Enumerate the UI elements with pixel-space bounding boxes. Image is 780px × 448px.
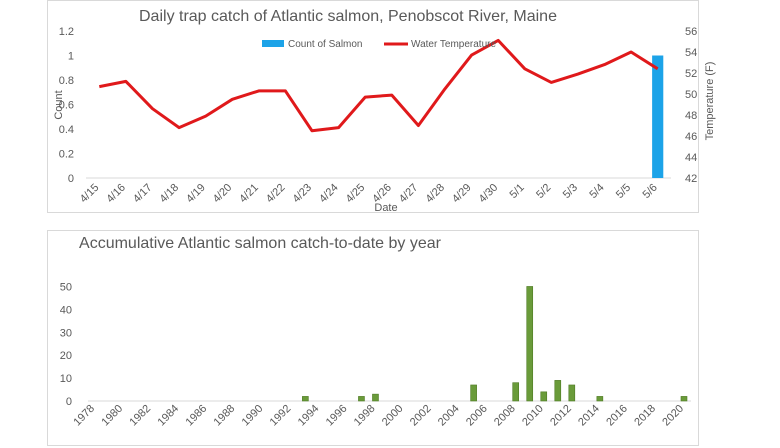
chart1-y2-tick-label: 56 bbox=[685, 26, 697, 38]
legend-swatch-count bbox=[262, 40, 284, 47]
chart2-x-tick-label: 1992 bbox=[268, 403, 294, 429]
chart2-x-tick-label: 2008 bbox=[492, 403, 518, 429]
chart1-y2-tick-label: 48 bbox=[685, 110, 697, 122]
chart1-x-axis-label: Date bbox=[374, 202, 397, 214]
chart1-x-tick-label: 4/18 bbox=[158, 182, 182, 206]
year-bar bbox=[540, 391, 548, 402]
chart1-x-tick-label: 4/23 bbox=[291, 182, 315, 206]
chart2-x-tick-label: 2000 bbox=[380, 403, 406, 429]
annual-catch-chart-panel: Accumulative Atlantic salmon catch-to-da… bbox=[47, 230, 699, 446]
chart2-x-tick-label: 2012 bbox=[548, 403, 574, 429]
chart1-x-tick-label: 4/19 bbox=[184, 182, 208, 206]
chart1-x-tick-label: 5/1 bbox=[508, 182, 527, 201]
chart2-x-tick-label: 2020 bbox=[660, 403, 686, 429]
year-bar bbox=[568, 384, 576, 402]
chart1-y2-tick-label: 42 bbox=[685, 173, 697, 185]
chart1-x-tick-label: 5/2 bbox=[534, 182, 553, 201]
chart1-y-tick-label: 0.4 bbox=[59, 124, 74, 136]
chart1-x-tick-label: 4/30 bbox=[477, 182, 501, 206]
legend-temperature-label: Water Temperature bbox=[411, 39, 496, 50]
chart2-x-tick-label: 2016 bbox=[604, 403, 630, 429]
chart1-x-tick-label: 4/24 bbox=[317, 182, 341, 206]
chart2-title: Accumulative Atlantic salmon catch-to-da… bbox=[79, 235, 442, 252]
chart1-x-tick-label: 4/21 bbox=[237, 182, 261, 206]
chart2-y-tick-label: 20 bbox=[60, 350, 72, 362]
chart1-x-tick-label: 5/4 bbox=[587, 182, 606, 201]
chart1-x-tick-label: 5/3 bbox=[561, 182, 580, 201]
chart1-x-tick-label: 5/5 bbox=[614, 182, 633, 201]
year-bar bbox=[470, 384, 477, 402]
chart2-x-tick-label: 1982 bbox=[127, 403, 153, 429]
year-bar bbox=[554, 380, 562, 402]
year-bar bbox=[512, 382, 520, 402]
temperature-line bbox=[99, 38, 659, 133]
chart2-x-tick-label: 2014 bbox=[576, 403, 602, 429]
year-bar bbox=[358, 396, 365, 402]
chart1-x-tick-label: 4/20 bbox=[211, 182, 235, 206]
chart1-x-tick-label: 4/28 bbox=[423, 182, 447, 206]
year-bar bbox=[302, 396, 309, 402]
chart1-y-axis-label: Count bbox=[53, 90, 65, 119]
legend-count-label: Count of Salmon bbox=[288, 39, 363, 50]
chart2-x-tick-label: 1994 bbox=[296, 403, 322, 429]
chart2-x-tick-label: 1996 bbox=[324, 403, 350, 429]
chart1-y2-tick-label: 50 bbox=[685, 89, 697, 101]
chart2-x-tick-label: 2002 bbox=[408, 403, 434, 429]
chart2-x-tick-label: 1990 bbox=[240, 403, 266, 429]
chart2-y-tick-label: 0 bbox=[66, 396, 72, 408]
year-bar bbox=[526, 286, 534, 402]
chart2-y-tick-label: 50 bbox=[60, 281, 72, 293]
chart2-x-tick-label: 2006 bbox=[464, 403, 490, 429]
chart2-x-tick-label: 2010 bbox=[520, 403, 546, 429]
chart1-legend: Count of Salmon Water Temperature bbox=[262, 39, 496, 50]
chart2-x-tick-label: 2004 bbox=[436, 403, 462, 429]
year-bar bbox=[372, 393, 379, 402]
chart2-y-tick-label: 40 bbox=[60, 304, 72, 316]
chart1-y-tick-label: 0.8 bbox=[59, 75, 74, 87]
chart1-x-tick-label: 4/25 bbox=[344, 182, 368, 206]
chart1-title: Daily trap catch of Atlantic salmon, Pen… bbox=[139, 8, 557, 25]
chart1-x-tick-label: 4/22 bbox=[264, 182, 288, 206]
daily-catch-chart: Daily trap catch of Atlantic salmon, Pen… bbox=[53, 8, 716, 214]
chart1-x-tick-label: 4/27 bbox=[397, 182, 421, 206]
chart1-y-tick-label: 1 bbox=[68, 51, 74, 63]
chart1-y2-tick-label: 46 bbox=[685, 131, 697, 143]
year-bar bbox=[596, 396, 604, 402]
chart1-y2-tick-label: 52 bbox=[685, 68, 697, 80]
chart1-y-tick-label: 0 bbox=[68, 173, 74, 185]
chart1-x-tick-label: 5/6 bbox=[641, 182, 660, 201]
chart2-x-tick-label: 1980 bbox=[99, 403, 125, 429]
chart1-x-tick-label: 4/17 bbox=[131, 182, 155, 206]
chart1-x-tick-label: 4/16 bbox=[104, 182, 128, 206]
chart1-y-tick-label: 0.2 bbox=[59, 149, 74, 161]
daily-catch-chart-panel: Daily trap catch of Atlantic salmon, Pen… bbox=[47, 0, 716, 214]
chart2-y-tick-label: 30 bbox=[60, 327, 72, 339]
chart2-x-tick-label: 2018 bbox=[632, 403, 658, 429]
chart2-x-tick-label: 1998 bbox=[352, 403, 378, 429]
chart1-y2-axis-label: Temperature (F) bbox=[704, 62, 716, 141]
chart2-x-tick-label: 1984 bbox=[155, 403, 181, 429]
chart1-y2-tick-label: 54 bbox=[685, 47, 697, 59]
chart2-x-tick-label: 1986 bbox=[184, 403, 210, 429]
year-bar bbox=[680, 396, 688, 402]
chart1-y2-tick-label: 44 bbox=[685, 152, 697, 164]
count-bar bbox=[652, 55, 664, 178]
chart2-y-tick-label: 10 bbox=[60, 373, 72, 385]
chart2-x-tick-label: 1988 bbox=[212, 403, 238, 429]
chart1-x-tick-label: 4/29 bbox=[450, 182, 474, 206]
chart2-x-tick-label: 1978 bbox=[71, 403, 97, 429]
annual-catch-chart: Accumulative Atlantic salmon catch-to-da… bbox=[60, 235, 691, 429]
chart1-y-tick-label: 0.6 bbox=[59, 100, 74, 112]
chart1-x-tick-label: 4/15 bbox=[78, 182, 102, 206]
chart1-y-tick-label: 1.2 bbox=[59, 26, 74, 38]
